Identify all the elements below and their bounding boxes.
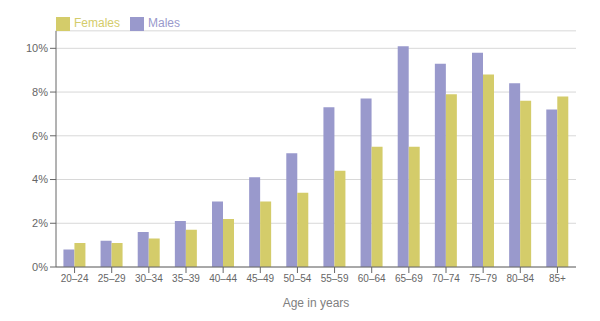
svg-text:2%: 2% [32,217,48,229]
html-text:Males: Males [148,16,180,30]
svg-text:10%: 10% [26,42,48,54]
svg-text:20–24: 20–24 [61,273,89,284]
html-text:Females: Females [74,16,120,30]
svg-text:60–64: 60–64 [358,273,386,284]
svg-text:65–69: 65–69 [395,273,423,284]
svg-text:85+: 85+ [549,273,566,284]
svg-text:4%: 4% [32,173,48,185]
svg-text:45–49: 45–49 [246,273,274,284]
svg-text:25–29: 25–29 [98,273,126,284]
svg-text:8%: 8% [32,86,48,98]
svg-text:80–84: 80–84 [506,273,534,284]
svg-text:50–54: 50–54 [284,273,312,284]
svg-text:30–34: 30–34 [135,273,163,284]
svg-text:70–74: 70–74 [432,273,460,284]
svg-text:6%: 6% [32,130,48,142]
svg-text:35–39: 35–39 [172,273,200,284]
svg-text:55–59: 55–59 [321,273,349,284]
svg-text:75–79: 75–79 [469,273,497,284]
svg-text:Age in years: Age in years [283,296,350,310]
svg-text:0%: 0% [32,261,48,273]
svg-text:40–44: 40–44 [209,273,237,284]
